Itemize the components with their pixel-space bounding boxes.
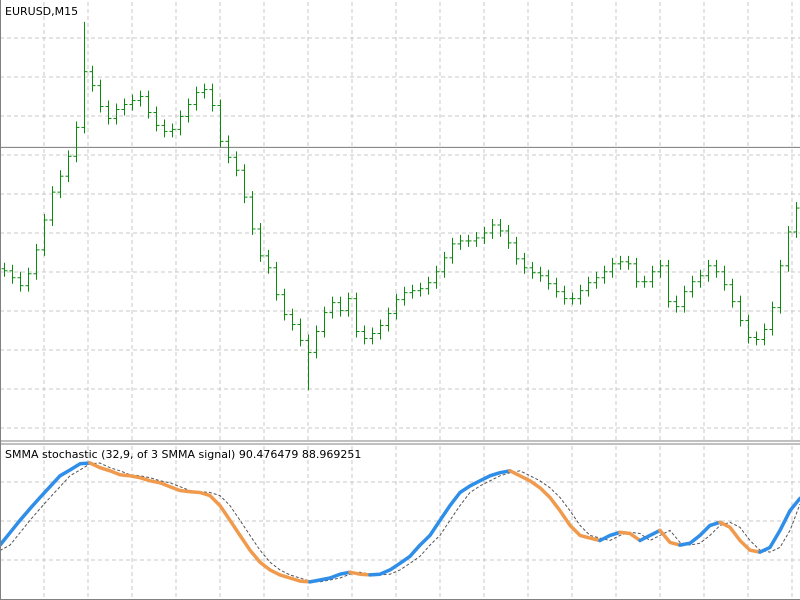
indicator-title: SMMA stochastic (32,9, of 3 SMMA signal)… <box>5 448 361 461</box>
indicator-line <box>0 461 92 547</box>
indicator-line <box>88 461 312 584</box>
indicator-line <box>508 469 602 543</box>
indicator-line <box>658 528 682 547</box>
indicator-line <box>368 469 512 577</box>
chart-title: EURUSD,M15 <box>5 5 78 18</box>
indicator-line <box>718 520 762 554</box>
indicator-line <box>638 528 662 543</box>
indicator-line <box>308 570 352 584</box>
indicator-line <box>598 530 622 543</box>
indicator-line <box>678 520 722 547</box>
indicator-line <box>758 496 800 554</box>
indicator-line <box>618 530 642 543</box>
indicator-line <box>348 570 372 577</box>
